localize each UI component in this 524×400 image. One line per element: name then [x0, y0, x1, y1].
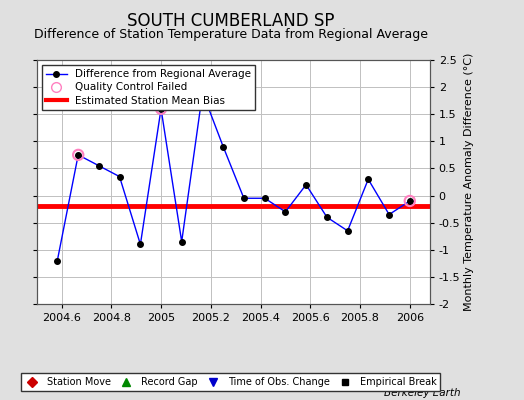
Point [406, 198, 414, 204]
Text: Berkeley Earth: Berkeley Earth [385, 388, 461, 398]
Legend: Difference from Regional Average, Quality Control Failed, Estimated Station Mean: Difference from Regional Average, Qualit… [42, 65, 255, 110]
Text: SOUTH CUMBERLAND SP: SOUTH CUMBERLAND SP [127, 12, 334, 30]
Point [157, 106, 165, 112]
Y-axis label: Monthly Temperature Anomaly Difference (°C): Monthly Temperature Anomaly Difference (… [464, 53, 475, 311]
Point [74, 152, 82, 158]
Legend: Station Move, Record Gap, Time of Obs. Change, Empirical Break: Station Move, Record Gap, Time of Obs. C… [20, 373, 441, 391]
Text: Difference of Station Temperature Data from Regional Average: Difference of Station Temperature Data f… [34, 28, 428, 41]
